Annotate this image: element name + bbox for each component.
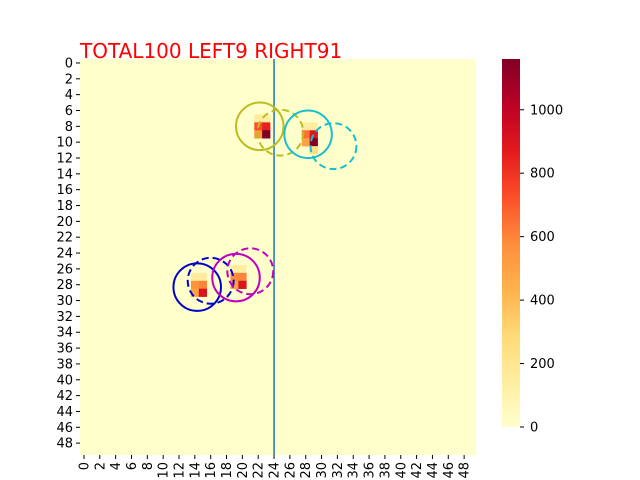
- y-tick-label: 14: [56, 167, 73, 182]
- heatmap-cell: [262, 130, 271, 139]
- x-tick-label: 22: [252, 462, 267, 479]
- heatmap-cell: [301, 130, 310, 139]
- colorbar-gradient: [502, 59, 520, 427]
- y-tick-label: 18: [56, 199, 73, 214]
- x-tick-label: 32: [331, 462, 346, 479]
- y-tick-label: 6: [65, 104, 73, 119]
- x-tick-label: 20: [236, 462, 251, 479]
- colorbar-tick-label: 600: [530, 230, 555, 245]
- y-tick-label: 12: [56, 152, 73, 167]
- x-tick-label: 26: [283, 462, 298, 479]
- heatmap-cell: [262, 114, 271, 123]
- x-tick-label: 36: [363, 462, 378, 479]
- heatmap-cell: [309, 122, 318, 131]
- heatmap-cell: [198, 288, 208, 297]
- x-tick-label: 12: [173, 462, 188, 479]
- x-tick-label: 24: [268, 462, 283, 479]
- heatmap-cell: [190, 280, 200, 289]
- circle-magenta-dashed: [226, 247, 275, 296]
- x-tick-label: 0: [77, 462, 92, 470]
- x-tick-label: 40: [394, 462, 409, 479]
- heatmap-cell: [238, 280, 247, 289]
- x-tick-label: 34: [347, 462, 362, 479]
- x-tick-label: 46: [442, 462, 457, 479]
- y-tick-label: 40: [56, 373, 73, 388]
- colorbar-tick-label: 400: [530, 294, 555, 309]
- heatmap-cell: [309, 130, 318, 139]
- circle-olive-solid: [235, 101, 285, 152]
- heatmap-background: [80, 59, 476, 455]
- x-tick-label: 2: [93, 462, 108, 470]
- y-tick-label: 38: [56, 357, 73, 372]
- heatmap-cell: [238, 272, 247, 282]
- y-tick-label: 28: [56, 278, 73, 293]
- circle-blue-dashed: [186, 256, 235, 305]
- y-tick-label: 2: [65, 72, 73, 87]
- colorbar-tick-label: 0: [530, 421, 538, 436]
- heatmap-cell: [301, 138, 310, 147]
- circle-cyan-solid: [283, 109, 333, 160]
- y-tick-label: 30: [56, 294, 73, 309]
- y-tick-label: 20: [56, 215, 73, 230]
- y-tick-label: 16: [56, 183, 73, 198]
- heatmap-cell: [198, 272, 208, 282]
- heatmap-cell: [198, 280, 208, 289]
- y-tick-label: 42: [56, 389, 73, 404]
- y-tick-label: 32: [56, 310, 73, 325]
- heatmap-cell: [309, 146, 318, 155]
- y-tick-label: 36: [56, 342, 73, 357]
- x-tick-label: 28: [299, 462, 314, 479]
- heatmap-cell: [190, 272, 200, 282]
- heatmap-cell: [238, 264, 247, 274]
- x-tick-label: 18: [220, 462, 235, 479]
- heatmap-cell: [230, 264, 239, 274]
- y-tick-label: 24: [56, 247, 73, 262]
- x-tick-label: 48: [458, 462, 473, 479]
- circle-olive-dashed: [256, 108, 305, 157]
- heatmap-cell: [230, 280, 239, 289]
- x-tick-label: 8: [141, 462, 156, 470]
- heatmap-cell: [230, 272, 239, 282]
- y-tick-label: 10: [56, 136, 73, 151]
- colorbar-tick-label: 200: [530, 357, 555, 372]
- y-tick-label: 22: [56, 231, 73, 246]
- colorbar-tick-label: 800: [530, 167, 555, 182]
- colorbar: 0 200 400 600 800 1000: [502, 59, 563, 436]
- x-tick-label: 14: [188, 462, 203, 479]
- x-tick-label: 42: [410, 462, 425, 479]
- y-tick-label: 46: [56, 421, 73, 436]
- heatmap-cell: [309, 138, 318, 147]
- colorbar-tick-label: 1000: [530, 103, 563, 118]
- y-tick-label: 44: [56, 405, 73, 420]
- heatmap-cell: [301, 122, 310, 131]
- x-tick-label: 4: [109, 462, 124, 470]
- x-tick-label: 38: [378, 462, 393, 479]
- y-tick-label: 8: [65, 120, 73, 135]
- x-tick-label: 10: [157, 462, 172, 479]
- y-tick-label: 0: [65, 56, 73, 71]
- heatmap-plot-area: 0246810121416182022242628303234363840424…: [56, 56, 476, 479]
- heatmap-cell: [262, 122, 271, 131]
- y-tick-label: 34: [56, 326, 73, 341]
- x-tick-label: 6: [125, 462, 140, 470]
- x-tick-label: 16: [204, 462, 219, 479]
- heatmap-cell: [254, 114, 263, 123]
- x-tick-label: 30: [315, 462, 330, 479]
- x-tick-label: 44: [426, 462, 441, 479]
- y-tick-label: 48: [56, 437, 73, 452]
- heatmap-cell: [190, 288, 200, 297]
- y-tick-label: 26: [56, 262, 73, 277]
- circle-cyan-dashed: [309, 122, 358, 171]
- y-tick-label: 4: [65, 88, 73, 103]
